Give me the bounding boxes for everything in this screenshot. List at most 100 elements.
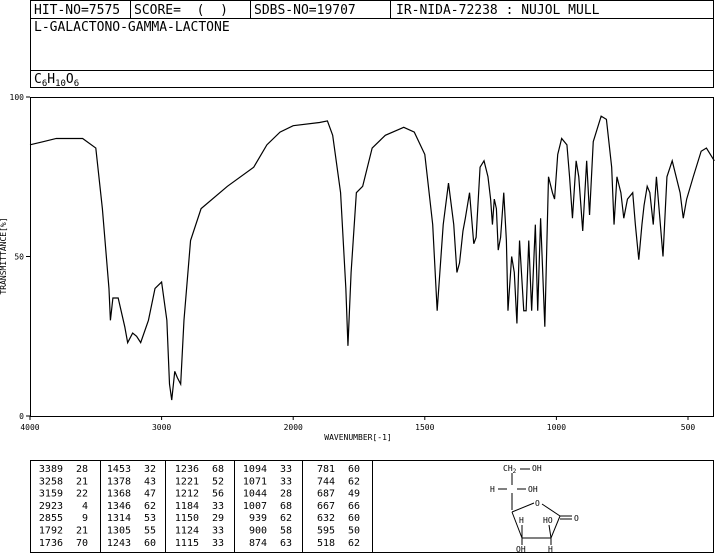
structure-box — [372, 460, 714, 553]
x-axis-label: WAVENUMBER[-1] — [324, 433, 391, 442]
peak-wavenumber: 1115 — [175, 538, 199, 549]
peak-intensity: 47 — [144, 489, 156, 500]
peak-wavenumber: 1007 — [243, 501, 267, 512]
compound-name: L-GALACTONO-GAMMA-LACTONE — [34, 20, 230, 35]
peak-wavenumber: 1314 — [107, 513, 131, 524]
peak-intensity: 70 — [76, 538, 88, 549]
x-tick-label: 3000 — [152, 423, 171, 432]
formula: C6H10O6 — [34, 72, 79, 89]
peak-wavenumber: 1150 — [175, 513, 199, 524]
hit-no: HIT-NO=7575 — [34, 3, 120, 18]
atom-label: HO — [543, 516, 553, 525]
peak-wavenumber: 1305 — [107, 526, 131, 537]
peak-wavenumber: 1792 — [39, 526, 63, 537]
sdbs-no: SDBS-NO=19707 — [254, 3, 356, 18]
peak-wavenumber: 2855 — [39, 513, 63, 524]
bond — [498, 473, 572, 545]
peak-intensity: 33 — [280, 464, 292, 475]
peak-intensity: 21 — [76, 526, 88, 537]
peak-wavenumber: 781 — [317, 464, 335, 475]
y-tick-label: 50 — [14, 253, 24, 262]
peak-intensity: 55 — [144, 526, 156, 537]
peak-wavenumber: 1124 — [175, 526, 199, 537]
peak-intensity: 33 — [280, 476, 292, 487]
peak-wavenumber: 900 — [249, 526, 267, 537]
y-tick-label: 0 — [19, 412, 24, 421]
y-axis-label: TRANSMITTANCE[%] — [0, 217, 8, 294]
formula-part: O — [66, 72, 74, 87]
atom-label: CH — [503, 464, 513, 473]
peak-wavenumber: 632 — [317, 513, 335, 524]
peak-intensity: 68 — [212, 464, 224, 475]
peak-wavenumber: 1044 — [243, 489, 267, 500]
peak-intensity: 33 — [212, 526, 224, 537]
atom-label: H — [519, 516, 524, 525]
peak-wavenumber: 3258 — [39, 476, 63, 487]
peak-intensity: 62 — [348, 476, 360, 487]
structure: CH2 OH H OH O O HO H OH H — [490, 464, 579, 553]
atom-label: OH — [532, 464, 542, 473]
y-tick-label: 100 — [10, 93, 25, 102]
peak-wavenumber: 1736 — [39, 538, 63, 549]
peak-intensity: 62 — [348, 538, 360, 549]
peak-intensity: 60 — [144, 538, 156, 549]
peak-intensity: 43 — [144, 476, 156, 487]
peak-wavenumber: 1184 — [175, 501, 199, 512]
header-box — [30, 0, 714, 19]
peak-intensity: 9 — [82, 513, 88, 524]
atom-label: OH — [516, 545, 526, 553]
peak-intensity: 58 — [280, 526, 292, 537]
x-tick-label: 2000 — [284, 423, 303, 432]
peak-wavenumber: 1368 — [107, 489, 131, 500]
x-tick-label: 4000 — [20, 423, 39, 432]
peak-wavenumber: 1378 — [107, 476, 131, 487]
peak-intensity: 4 — [82, 501, 88, 512]
peak-intensity: 68 — [280, 501, 292, 512]
peak-intensity: 32 — [144, 464, 156, 475]
peak-intensity: 33 — [212, 538, 224, 549]
peak-intensity: 21 — [76, 476, 88, 487]
peak-intensity: 22 — [76, 489, 88, 500]
peak-intensity: 62 — [144, 501, 156, 512]
peak-intensity: 53 — [144, 513, 156, 524]
x-tick-label: 1500 — [415, 423, 434, 432]
peak-intensity: 50 — [348, 526, 360, 537]
peak-intensity: 33 — [212, 501, 224, 512]
peak-wavenumber: 1236 — [175, 464, 199, 475]
peak-wavenumber: 1221 — [175, 476, 199, 487]
peak-wavenumber: 744 — [317, 476, 335, 487]
peak-intensity: 52 — [212, 476, 224, 487]
peak-intensity: 28 — [280, 489, 292, 500]
peak-intensity: 63 — [280, 538, 292, 549]
plot-frame — [30, 97, 714, 417]
formula-part: C — [34, 72, 42, 87]
peak-wavenumber: 3389 — [39, 464, 63, 475]
atom-label: 2 — [513, 468, 517, 475]
atom-label: O — [535, 499, 540, 508]
x-tick-label: 500 — [681, 423, 696, 432]
peak-wavenumber: 518 — [317, 538, 335, 549]
peak-wavenumber: 1094 — [243, 464, 267, 475]
formula-part: 6 — [74, 79, 79, 89]
peak-wavenumber: 1453 — [107, 464, 131, 475]
formula-part: H — [47, 72, 55, 87]
formula-box — [30, 70, 714, 88]
peak-wavenumber: 1212 — [175, 489, 199, 500]
peak-intensity: 60 — [348, 464, 360, 475]
peak-wavenumber: 2923 — [39, 501, 63, 512]
peak-intensity: 60 — [348, 513, 360, 524]
atom-label: O — [574, 514, 579, 523]
peak-wavenumber: 1243 — [107, 538, 131, 549]
atom-label: H — [548, 545, 553, 553]
peak-wavenumber: 687 — [317, 489, 335, 500]
peak-wavenumber: 1346 — [107, 501, 131, 512]
peak-intensity: 28 — [76, 464, 88, 475]
peak-wavenumber: 595 — [317, 526, 335, 537]
peak-wavenumber: 667 — [317, 501, 335, 512]
peak-intensity: 56 — [212, 489, 224, 500]
peak-intensity: 29 — [212, 513, 224, 524]
atom-label: OH — [528, 485, 538, 494]
atom-label: H — [490, 485, 495, 494]
peak-wavenumber: 3159 — [39, 489, 63, 500]
